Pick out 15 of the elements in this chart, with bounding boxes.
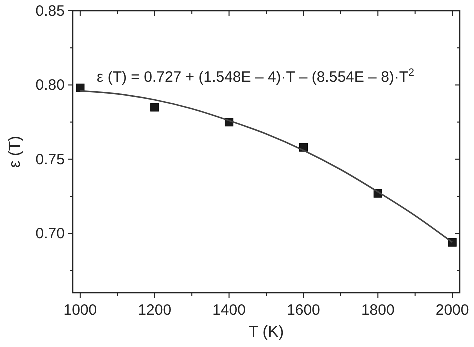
x-tick-label: 2000 [436,302,470,319]
point [76,84,85,92]
x-tick-label: 1400 [212,302,246,319]
y-tick-label: 0.70 [36,226,65,243]
y-axis-title: ε (T) [7,136,24,168]
annotation: ε (T) = 0.727 + (1.548E – 4)·T – (8.554E – 8)·T$^{2}$ [97,67,415,86]
x-axis-title: T (K) [248,324,284,341]
x-tick-label: 1000 [64,302,98,319]
point [150,103,160,112]
x-tick-label: 1600 [287,302,320,319]
x-tick-label: 1800 [361,302,395,319]
y-tick-label: 0.80 [36,77,65,94]
y-tick-label: 0.85 [36,3,65,20]
y-tick-label: 0.75 [36,151,65,168]
x-tick-label: 1200 [138,302,172,319]
